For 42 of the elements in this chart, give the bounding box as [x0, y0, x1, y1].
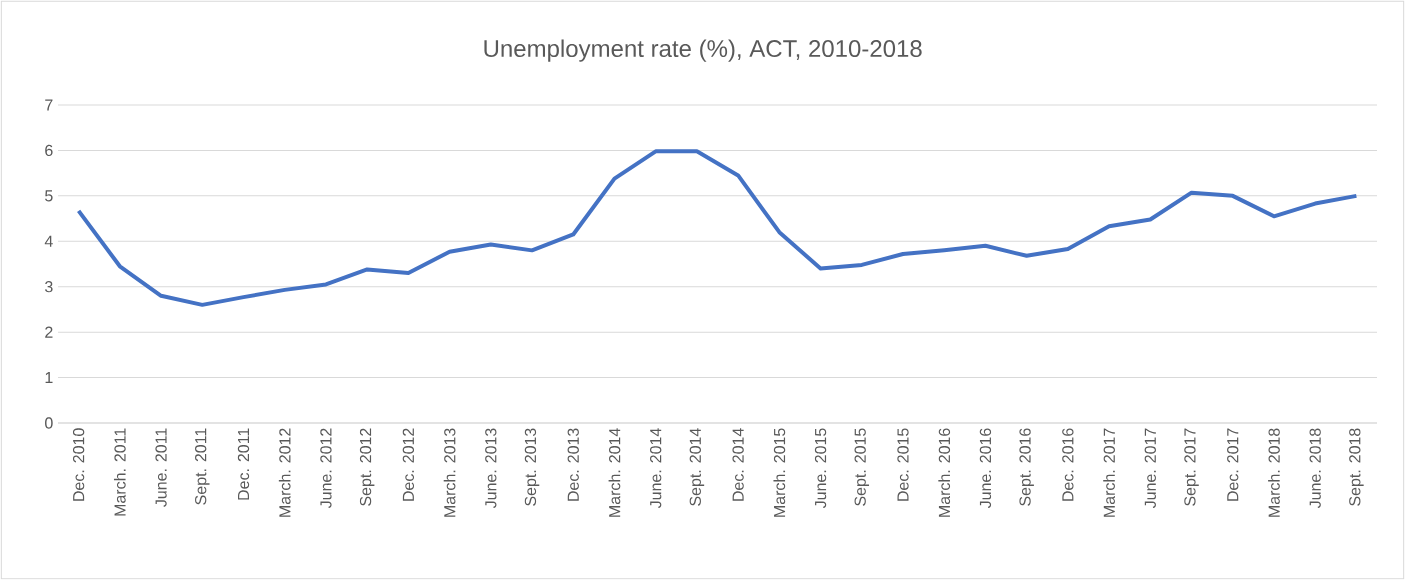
x-tick-label: March. 2017 — [1103, 428, 1115, 517]
x-tick-label: Sept. 2016 — [1019, 428, 1034, 506]
x-tick-label: Sept. 2017 — [1184, 428, 1199, 506]
x-tick-label: Sept. 2018 — [1349, 428, 1364, 506]
y-tick-label: 1 — [45, 372, 53, 384]
y-tick-label: 0 — [45, 417, 53, 429]
chart-title: Unemployment rate (%), ACT, 2010-2018 — [484, 39, 922, 62]
x-tick-label: Dec. 2012 — [402, 428, 415, 501]
x-tick-label: March. 2013 — [443, 428, 456, 517]
x-tick-label: June. 2016 — [979, 428, 992, 509]
x-tick-label: June. 2015 — [814, 428, 827, 509]
x-tick-label: Dec. 2011 — [237, 428, 250, 500]
x-tick-label: Sept. 2014 — [689, 428, 705, 506]
x-tick-label: June. 2013 — [485, 428, 497, 509]
x-tick-label: Dec. 2010 — [72, 428, 85, 501]
x-tick-label: Dec. 2014 — [732, 428, 744, 501]
x-tick-label: March. 2016 — [938, 428, 951, 517]
x-tick-label: Dec. 2015 — [897, 428, 909, 501]
x-tick-label: June. 2018 — [1309, 428, 1321, 509]
x-tick-label: Sept. 2011 — [195, 428, 210, 505]
x-tick-label: Dec. 2017 — [1227, 428, 1239, 501]
x-tick-label: Sept. 2013 — [524, 428, 540, 506]
x-tick-label: June. 2012 — [320, 428, 332, 509]
x-tick-label: March. 2018 — [1268, 428, 1280, 517]
y-tick-label: 3 — [45, 281, 53, 293]
y-tick-label: 5 — [45, 190, 53, 202]
y-tick-label: 6 — [45, 144, 53, 157]
x-tick-label: March. 2014 — [608, 428, 621, 517]
y-tick-label: 4 — [44, 235, 53, 247]
y-tick-label: 2 — [45, 326, 53, 338]
x-tick-label: Sept. 2015 — [854, 428, 870, 506]
y-tick-label: 7 — [45, 99, 53, 111]
x-tick-label: March. 2015 — [773, 428, 786, 517]
x-tick-label: Dec. 2016 — [1062, 428, 1074, 501]
x-tick-label: March. 2011 — [113, 428, 126, 516]
x-tick-label: June. 2014 — [650, 428, 662, 509]
x-tick-label: June. 2017 — [1144, 428, 1156, 509]
x-tick-label: June. 2011 — [155, 428, 167, 507]
line-series — [76, 149, 1359, 307]
x-tick-label: March. 2012 — [278, 428, 291, 517]
x-tick-label: Dec. 2013 — [567, 428, 579, 501]
x-tick-label: Sept. 2012 — [359, 428, 375, 506]
